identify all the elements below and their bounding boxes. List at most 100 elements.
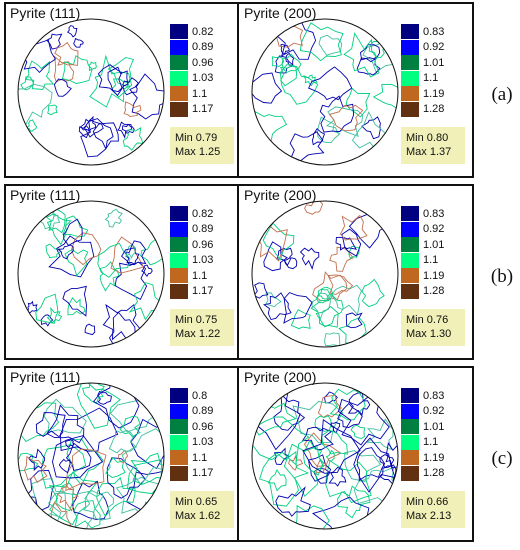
legend-item: 1.1 (170, 268, 213, 284)
legend-swatch (170, 237, 188, 253)
panel-divider (237, 2, 239, 178)
contour-line (348, 211, 387, 249)
pole-figure-outline (251, 200, 399, 348)
legend-swatch (401, 283, 419, 299)
legend-label: 0.92 (423, 223, 445, 236)
contour-line (23, 455, 48, 483)
contour-lines (253, 201, 387, 347)
row-label: (c) (491, 448, 513, 469)
panel-divider (237, 366, 239, 542)
legend-swatch (170, 388, 188, 404)
row-frame (4, 366, 474, 542)
contour-line (356, 57, 381, 76)
contour-lines (252, 19, 398, 162)
legend-item: 0.89 (170, 221, 214, 238)
contour-line (67, 297, 86, 316)
contour-line (80, 115, 97, 132)
contour-line (281, 53, 302, 74)
legend-item: 1.17 (170, 101, 213, 118)
legend-swatch (170, 39, 188, 55)
contour-line (117, 121, 132, 139)
contour-line (304, 201, 324, 215)
legend-item: 1.28 (401, 283, 444, 300)
contour-line (279, 63, 319, 105)
legend-swatch (170, 268, 188, 284)
contour-line (104, 208, 123, 228)
legend-item: 0.92 (401, 221, 445, 238)
row-c: (c) Pyrite (111) 0.8 0.89 0.96 1.03 1.1 … (0, 366, 520, 544)
contour-line (267, 468, 287, 492)
legend-swatch (401, 419, 419, 435)
legend-label: 0.92 (423, 41, 445, 54)
legend-swatch (170, 283, 188, 299)
contour-line (283, 257, 298, 270)
legend-item: 1.17 (170, 465, 213, 482)
legend-label: 0.83 (423, 25, 445, 38)
legend: 0.82 0.89 0.96 1.03 1.1 1.17 (170, 206, 213, 299)
panel-title: Pyrite (200) (244, 369, 317, 385)
contour-line (301, 426, 334, 450)
legend-swatch (401, 55, 419, 71)
contour-line (259, 451, 310, 507)
contour-line (58, 458, 71, 474)
contour-line (285, 52, 295, 67)
contour-line (97, 64, 123, 97)
legend-item: 1.03 (170, 434, 213, 451)
contour-line (329, 388, 366, 421)
contour-line (353, 437, 396, 493)
contour-line (92, 383, 149, 429)
legend-item: 1.28 (401, 101, 444, 118)
contour-line (330, 284, 363, 316)
legend-label: 1.1 (423, 436, 439, 449)
legend-label: 0.96 (192, 56, 214, 69)
contour-line (337, 402, 363, 428)
min-value: Min 0.79 (175, 132, 218, 144)
contour-line (321, 429, 348, 455)
contour-line (55, 485, 80, 512)
pole-figure-outline (17, 382, 165, 530)
legend-swatch (170, 55, 188, 71)
panel-title: Pyrite (111) (10, 187, 81, 203)
pole-figure-plot (17, 200, 165, 348)
contour-line (351, 111, 386, 155)
contour-line (361, 278, 385, 308)
contour-line (27, 300, 38, 314)
contour-line (343, 32, 380, 78)
legend-item: 1.19 (401, 268, 444, 284)
contour-line (121, 240, 147, 266)
contour-line (82, 491, 114, 521)
contour-line (48, 490, 104, 529)
contour-line (18, 401, 60, 442)
legend-swatch (170, 450, 188, 466)
contour-line (122, 127, 144, 151)
contour-line (97, 390, 112, 405)
legend-label: 0.89 (192, 223, 214, 236)
contour-line (360, 44, 381, 61)
row-frame (4, 184, 474, 360)
legend-label: 0.82 (192, 25, 214, 38)
contour-line (312, 271, 348, 302)
contour-line (24, 469, 55, 513)
contour-line (73, 500, 101, 529)
legend-item: 0.89 (170, 403, 213, 420)
legend-swatch (170, 403, 188, 419)
legend-swatch (401, 221, 419, 237)
contour-line (122, 77, 140, 96)
panel-pyrite-111: Pyrite (111) 0.8 0.89 0.96 1.03 1.1 1.17… (6, 368, 239, 540)
contour-line (46, 404, 85, 444)
contour-line (280, 43, 290, 55)
min-max-box: Min 0.65 Max 1.62 (170, 491, 234, 528)
contour-line (310, 293, 344, 328)
pole-figure-outline (251, 382, 399, 530)
panel-pyrite-111: Pyrite (111) 0.82 0.89 0.96 1.03 1.1 1.1… (6, 4, 239, 176)
contour-line (311, 496, 370, 529)
legend-item: 0.92 (401, 403, 444, 420)
legend-label: 0.83 (423, 207, 445, 220)
legend-label: 0.96 (192, 420, 214, 433)
contour-line (341, 228, 362, 257)
contour-line (43, 398, 87, 434)
legend-item: 1.1 (170, 450, 213, 466)
pole-figure-plot (251, 382, 399, 530)
legend-label: 0.82 (192, 207, 214, 220)
pole-figure-outline (17, 200, 165, 348)
